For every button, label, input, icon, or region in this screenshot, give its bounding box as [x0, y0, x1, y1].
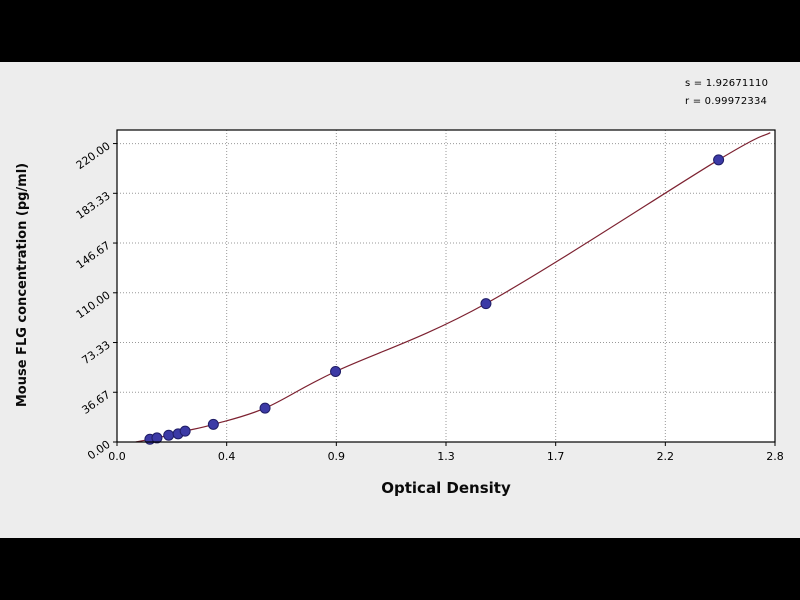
- x-axis-title: Optical Density: [381, 479, 511, 497]
- x-tick-label: 2.8: [766, 450, 784, 463]
- y-tick-label: 110.00: [74, 289, 113, 322]
- data-point: [480, 298, 492, 310]
- x-tick-label: 1.7: [547, 450, 565, 463]
- x-tick-label: 2.2: [657, 450, 675, 463]
- y-tick-label: 146.67: [74, 239, 113, 272]
- y-tick-label: 36.67: [79, 388, 112, 417]
- y-tick-label: 183.33: [74, 189, 113, 222]
- stat-r-value: r = 0.99972334: [685, 96, 768, 107]
- data-point: [713, 154, 725, 166]
- data-point: [179, 425, 191, 437]
- x-tick-label: 0.9: [328, 450, 346, 463]
- x-tick-label: 1.3: [437, 450, 455, 463]
- data-point: [259, 402, 271, 414]
- standard-curve-plot: 0.0 0.4 0.9 1.3 1.7 2.2 2.80.0036.6773.33110.0…: [74, 129, 784, 463]
- y-axis-title: Mouse FLG concentration (pg/ml): [15, 162, 30, 408]
- y-tick-label: 220.00: [74, 139, 113, 172]
- data-point: [163, 429, 175, 441]
- data-point: [151, 432, 163, 444]
- x-tick-label: 0.0: [108, 450, 126, 463]
- x-tick-label: 0.4: [218, 450, 236, 463]
- data-point: [330, 365, 342, 377]
- data-point: [207, 418, 219, 430]
- y-tick-label: 73.33: [79, 338, 112, 367]
- stat-s-value: s = 1.92671110: [685, 78, 769, 89]
